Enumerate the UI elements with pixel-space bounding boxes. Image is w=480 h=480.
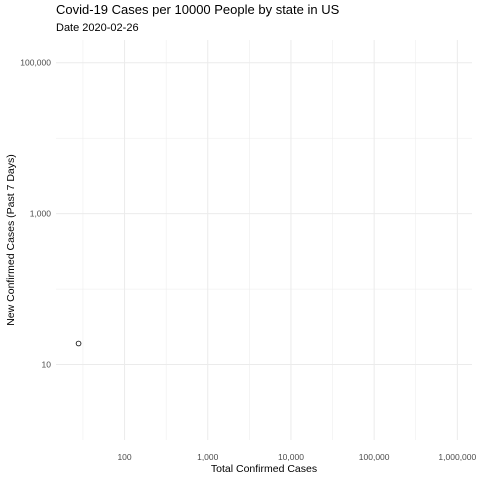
- y-tick-label: 100,000: [20, 58, 51, 68]
- x-axis-title: Total Confirmed Cases: [211, 463, 317, 475]
- data-points: [75, 340, 82, 347]
- data-point: [75, 340, 82, 347]
- chart-title: Covid-19 Cases per 10000 People by state…: [56, 2, 340, 17]
- y-tick-label: 10: [42, 360, 52, 370]
- x-tick-label: 10,000: [278, 452, 304, 462]
- y-tick-label: 1,000: [30, 209, 52, 219]
- x-tick-label: 1,000,000: [438, 452, 476, 462]
- grid: [56, 40, 472, 440]
- x-tick-label: 100: [117, 452, 131, 462]
- chart-subtitle: Date 2020-02-26: [56, 22, 139, 34]
- tick-labels: 100 1,000 10,000 100,000 1,000,000 10 1,000 100…: [20, 58, 476, 462]
- x-tick-label: 100,000: [359, 452, 390, 462]
- x-tick-label: 1,000: [197, 452, 219, 462]
- y-axis-title: New Confirmed Cases (Past 7 Days): [5, 154, 17, 326]
